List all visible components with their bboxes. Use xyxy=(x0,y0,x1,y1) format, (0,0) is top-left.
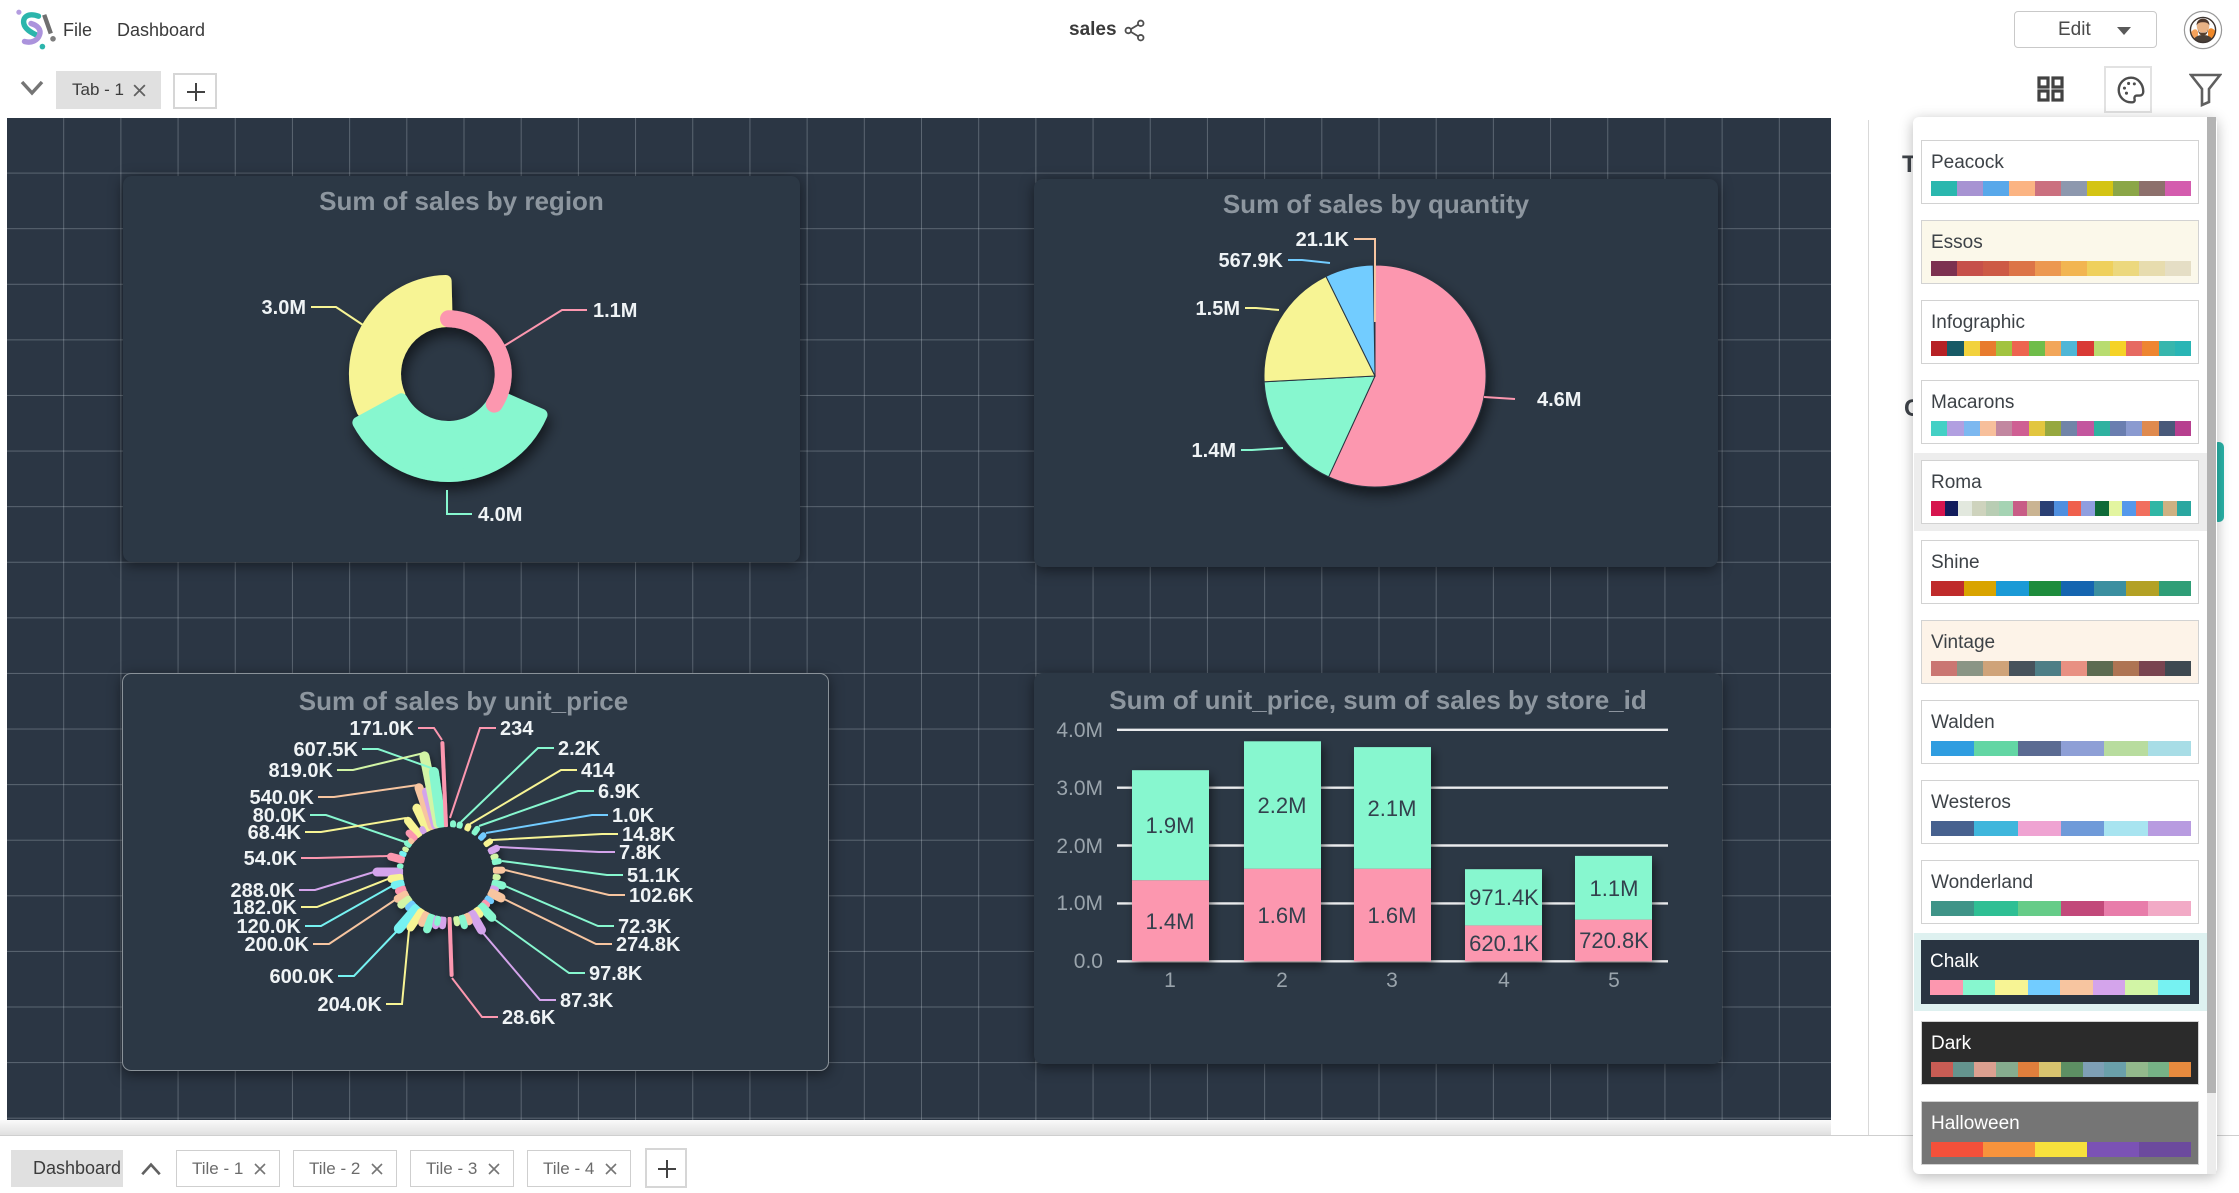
svg-text:68.4K: 68.4K xyxy=(248,822,302,844)
svg-text:620.1K: 620.1K xyxy=(1469,931,1539,956)
svg-text:720.8K: 720.8K xyxy=(1579,928,1649,953)
svg-text:600.0K: 600.0K xyxy=(270,966,335,988)
svg-text:4: 4 xyxy=(1498,969,1510,992)
svg-text:54.0K: 54.0K xyxy=(244,848,298,870)
svg-text:14.8K: 14.8K xyxy=(622,824,676,846)
svg-text:80.0K: 80.0K xyxy=(253,805,307,827)
svg-text:7.8K: 7.8K xyxy=(619,842,662,864)
svg-text:2.2K: 2.2K xyxy=(558,738,601,760)
svg-text:97.8K: 97.8K xyxy=(589,963,643,985)
svg-text:21.1K: 21.1K xyxy=(1296,229,1350,251)
svg-text:1.1M: 1.1M xyxy=(1590,876,1639,901)
svg-text:204.0K: 204.0K xyxy=(318,994,383,1016)
svg-text:72.3K: 72.3K xyxy=(618,916,672,938)
svg-text:171.0K: 171.0K xyxy=(350,718,415,740)
svg-text:182.0K: 182.0K xyxy=(233,897,298,919)
svg-text:0.0: 0.0 xyxy=(1074,950,1103,973)
svg-text:1.6M: 1.6M xyxy=(1368,903,1417,928)
svg-text:1.4M: 1.4M xyxy=(1146,909,1195,934)
svg-text:102.6K: 102.6K xyxy=(629,885,694,907)
svg-text:971.4K: 971.4K xyxy=(1469,885,1539,910)
svg-text:1.1M: 1.1M xyxy=(593,300,637,322)
svg-text:1.5M: 1.5M xyxy=(1196,298,1240,320)
svg-text:87.3K: 87.3K xyxy=(560,990,614,1012)
svg-text:3.0M: 3.0M xyxy=(1056,777,1103,800)
svg-text:6.9K: 6.9K xyxy=(598,781,641,803)
svg-text:2.1M: 2.1M xyxy=(1368,796,1417,821)
svg-text:1.0M: 1.0M xyxy=(1056,892,1103,915)
svg-text:1.9M: 1.9M xyxy=(1146,813,1195,838)
svg-text:414: 414 xyxy=(581,760,615,782)
svg-text:1.4M: 1.4M xyxy=(1192,440,1236,462)
svg-text:120.0K: 120.0K xyxy=(237,916,302,938)
svg-text:200.0K: 200.0K xyxy=(245,934,310,956)
svg-text:274.8K: 274.8K xyxy=(616,934,681,956)
svg-text:2.0M: 2.0M xyxy=(1056,835,1103,858)
svg-text:2.2M: 2.2M xyxy=(1258,793,1307,818)
svg-text:1.0K: 1.0K xyxy=(612,805,655,827)
svg-text:4.6M: 4.6M xyxy=(1537,389,1581,411)
svg-text:288.0K: 288.0K xyxy=(231,880,296,902)
svg-text:1.6M: 1.6M xyxy=(1258,903,1307,928)
svg-text:2: 2 xyxy=(1276,969,1288,992)
svg-text:607.5K: 607.5K xyxy=(294,739,359,761)
svg-text:3.0M: 3.0M xyxy=(262,297,306,319)
svg-text:28.6K: 28.6K xyxy=(502,1007,556,1029)
svg-text:567.9K: 567.9K xyxy=(1219,250,1284,272)
svg-text:4.0M: 4.0M xyxy=(1056,719,1103,742)
svg-text:1: 1 xyxy=(1164,969,1176,992)
svg-text:5: 5 xyxy=(1608,969,1620,992)
svg-text:234: 234 xyxy=(500,718,534,740)
svg-text:51.1K: 51.1K xyxy=(627,865,681,887)
svg-text:4.0M: 4.0M xyxy=(478,504,522,526)
svg-text:3: 3 xyxy=(1386,969,1398,992)
svg-text:819.0K: 819.0K xyxy=(269,760,334,782)
svg-text:540.0K: 540.0K xyxy=(250,787,315,809)
